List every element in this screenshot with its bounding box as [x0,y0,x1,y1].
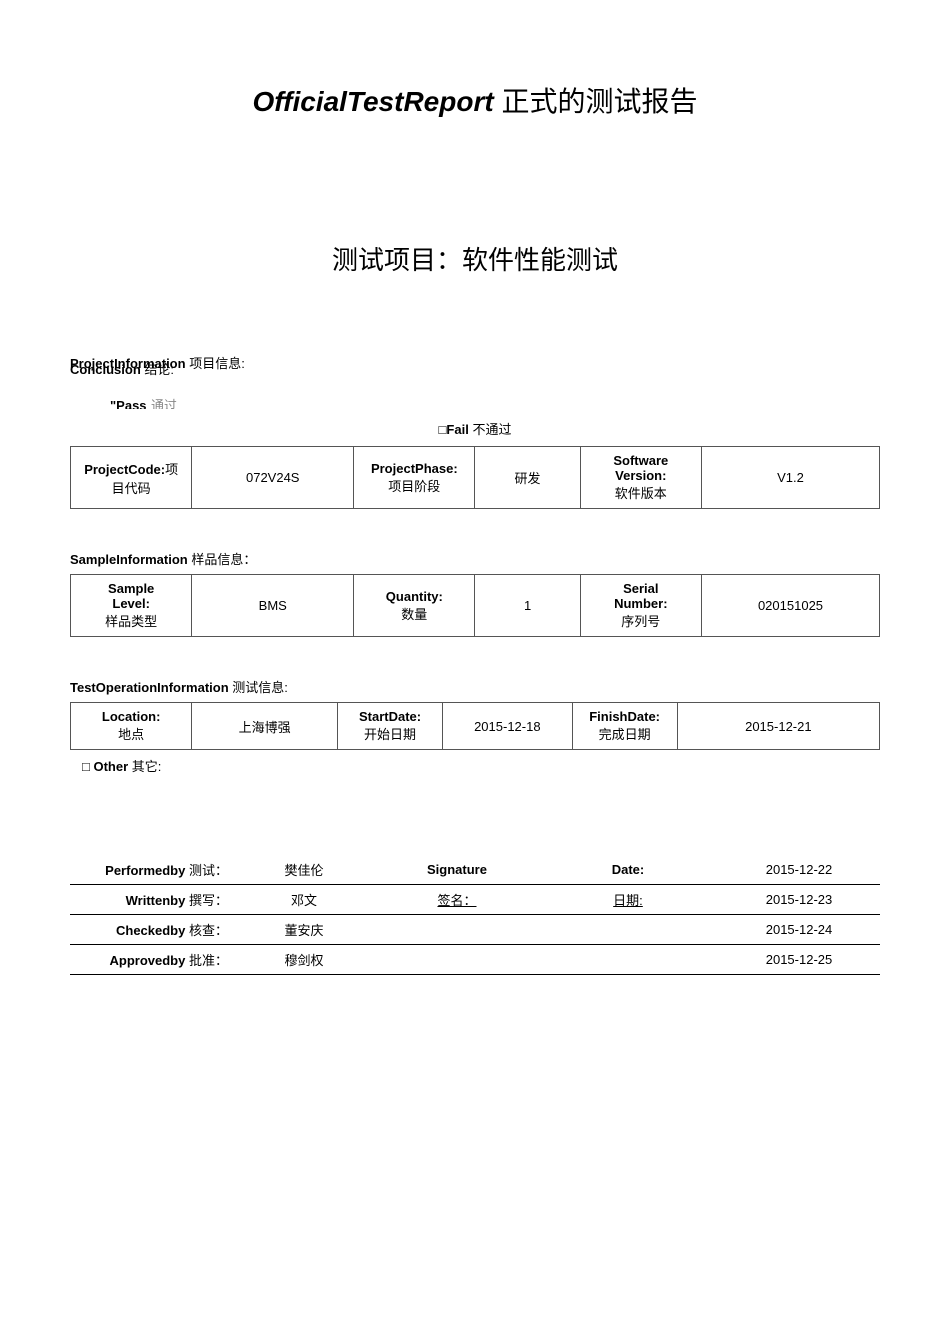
signature-label-en: Signature [376,855,538,885]
testop-label-en: TestOperationInformation [70,680,229,695]
table-row: Sample Level: 样品类型 BMS Quantity: 数量 1 Se… [71,575,880,637]
serial-label2: Number: [614,596,667,611]
finishdate-value: 2015-12-21 [677,703,879,750]
testop-info-table: Location: 地点 上海博强 StartDate: 开始日期 2015-1… [70,702,880,750]
serial-label-cn: 序列号 [589,611,693,630]
checked-role-cn: 核查： [189,923,228,938]
approved-role-cn: 批准： [189,953,228,968]
software-version-label-cn: 软件版本 [589,483,693,502]
project-code-label-en: ProjectCode: [84,462,165,477]
fail-label-cn: 不通过 [472,422,511,437]
quantity-value: 1 [475,575,580,637]
signature-row-written: Writtenby 撰写： 邓文 签名： 日期: 2015-12-23 [70,885,880,915]
written-date: 2015-12-23 [718,885,880,915]
sample-level-value: BMS [192,575,354,637]
table-row: ProjectCode:项目代码 072V24S ProjectPhase: 项… [71,447,880,509]
conclusion-pass-row: "Pass 通过 [110,395,880,409]
report-title: OfficialTestReport 正式的测试报告 [70,80,880,120]
test-subject-title: 测试项目：软件性能测试 [70,240,880,277]
table-row: Location: 地点 上海博强 StartDate: 开始日期 2015-1… [71,703,880,750]
software-version-label1: Software [613,453,668,468]
sample-info-label-en: SampleInformation [70,552,188,567]
serial-value: 020151025 [701,575,879,637]
project-phase-label-en: ProjectPhase: [371,461,458,476]
location-label-cn: 地点 [79,724,183,743]
project-info-table: ProjectCode:项目代码 072V24S ProjectPhase: 项… [70,446,880,509]
date-label-en: Date: [538,855,718,885]
pass-label-en: "Pass [110,398,147,409]
other-label-cn: 其它: [132,759,162,774]
signature-label-cn: 签名： [376,885,538,915]
sample-level-label2: Level: [112,596,150,611]
title-en: OfficialTestReport [253,86,494,117]
finishdate-label-cn: 完成日期 [581,724,669,743]
title-cn: 正式的测试报告 [501,86,697,117]
other-checkbox: □ [82,759,90,774]
serial-label1: Serial [623,581,658,596]
signature-row-approved: Approvedby 批准： 穆剑权 2015-12-25 [70,945,880,975]
software-version-value: V1.2 [701,447,879,509]
project-info-header: ProjectInformation 项目信息: Conclusion 结论: [70,357,880,375]
checked-role-en: Checkedby [116,923,185,938]
project-code-value: 072V24S [192,447,354,509]
date-label-cn: 日期: [538,885,718,915]
quantity-label-en: Quantity: [386,589,443,604]
performed-name: 樊佳伦 [232,855,376,885]
written-name: 邓文 [232,885,376,915]
project-phase-value: 研发 [475,447,580,509]
startdate-value: 2015-12-18 [443,703,572,750]
performed-role-en: Performedby [105,863,185,878]
conclusion-fail-row: □Fail 不通过 [70,419,880,438]
finishdate-label-en: FinishDate: [589,709,660,724]
project-phase-label-cn: 项目阶段 [362,476,466,495]
software-version-label2: Version: [615,468,666,483]
sample-info-table: Sample Level: 样品类型 BMS Quantity: 数量 1 Se… [70,574,880,637]
approved-name: 穆剑权 [232,945,376,975]
signature-table: Performedby 测试： 樊佳伦 Signature Date: 2015… [70,855,880,975]
approved-role-en: Approvedby [110,953,186,968]
performed-date: 2015-12-22 [718,855,880,885]
checked-date: 2015-12-24 [718,915,880,945]
other-label-en: Other [93,759,128,774]
pass-label-cn: 通过 [151,398,177,409]
quantity-label-cn: 数量 [362,604,466,623]
approved-date: 2015-12-25 [718,945,880,975]
location-value: 上海博强 [192,703,338,750]
other-row: □ Other 其它: [82,756,880,775]
sample-level-label-cn: 样品类型 [79,611,183,630]
sample-level-label1: Sample [108,581,154,596]
signature-row-performed: Performedby 测试： 樊佳伦 Signature Date: 2015… [70,855,880,885]
location-label-en: Location: [102,709,161,724]
testop-info-header: TestOperationInformation 测试信息: [70,677,880,696]
startdate-label-cn: 开始日期 [346,724,434,743]
sample-info-header: SampleInformation 样品信息： [70,549,880,568]
written-role-cn: 撰写： [189,893,228,908]
sample-info-label-cn: 样品信息： [191,552,256,567]
signature-row-checked: Checkedby 核查： 董安庆 2015-12-24 [70,915,880,945]
project-info-label-cn: 项目信息: [189,356,245,371]
performed-role-cn: 测试： [189,863,228,878]
checked-name: 董安庆 [232,915,376,945]
fail-label-en: Fail [446,422,468,437]
written-role-en: Writtenby [126,893,186,908]
conclusion-label-en: Conclusion [70,362,141,377]
testop-label-cn: 测试信息: [232,680,288,695]
conclusion-label-cn: 结论: [144,362,174,377]
startdate-label-en: StartDate: [359,709,421,724]
